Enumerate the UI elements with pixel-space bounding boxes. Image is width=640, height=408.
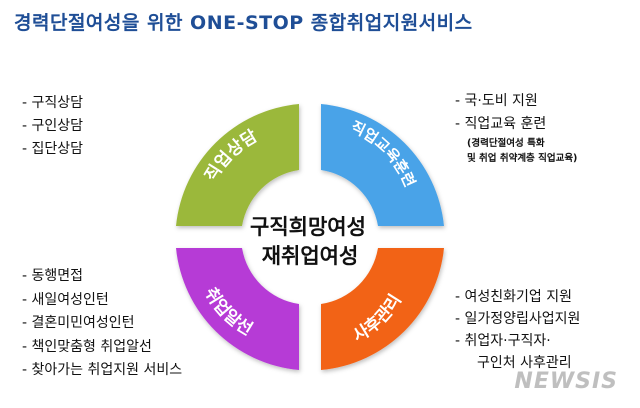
watermark-logo: NEWSIS xyxy=(514,369,618,394)
list-note: (경력단절여성 특화 xyxy=(467,138,545,149)
quadrant-training xyxy=(321,104,444,226)
list-item: - 책인맞춤형 취업알선 xyxy=(22,338,152,355)
list-item: - 결혼미민여성인턴 xyxy=(22,315,135,331)
list-item: - 집단상담 xyxy=(22,141,84,157)
training-list: - 국·도비 지원 - 직업교육 훈련 (경력단절여성 특화 및 취업 취약계층… xyxy=(455,90,577,166)
list-item: - 직업교육 훈련 xyxy=(455,116,547,132)
list-item: - 찾아가는 취업지원 서비스 xyxy=(22,362,183,378)
list-item: - 새일여성인턴 xyxy=(22,291,109,308)
quadrant-placement xyxy=(176,248,299,370)
list-item: - 취업자·구직자· xyxy=(455,333,551,349)
center-text-line2: 재취업여성 xyxy=(262,244,359,268)
followup-list: - 여성친화기업 지원 - 일가정양립사업지원 - 취업자·구직자· 구인처 사… xyxy=(455,286,580,374)
list-item: - 동행면접 xyxy=(22,268,84,284)
quadrant-followup xyxy=(321,248,444,370)
list-item: - 구직상담 xyxy=(22,95,84,111)
list-item: - 구인상담 xyxy=(22,118,84,134)
list-item: 구인처 사후관리 xyxy=(477,355,572,371)
list-item: - 여성친화기업 지원 xyxy=(455,289,572,305)
list-item: - 일가정양립사업지원 xyxy=(455,311,581,327)
placement-list: - 동행면접 - 새일여성인턴 - 결혼미민여성인턴 - 책인맞춤형 취업알선 … xyxy=(22,265,182,383)
quadrant-counseling xyxy=(176,104,299,226)
page-title: 경력단절여성을 위한 ONE-STOP 종합취업지원서비스 xyxy=(14,12,473,34)
list-note: 및 취업 취약계층 직업교육) xyxy=(467,153,578,164)
list-item: - 국·도비 지원 xyxy=(455,93,538,109)
center-text-line1: 구직희망여성 xyxy=(250,215,366,239)
counseling-list: - 구직상담 - 구인상담 - 집단상담 xyxy=(22,92,83,161)
